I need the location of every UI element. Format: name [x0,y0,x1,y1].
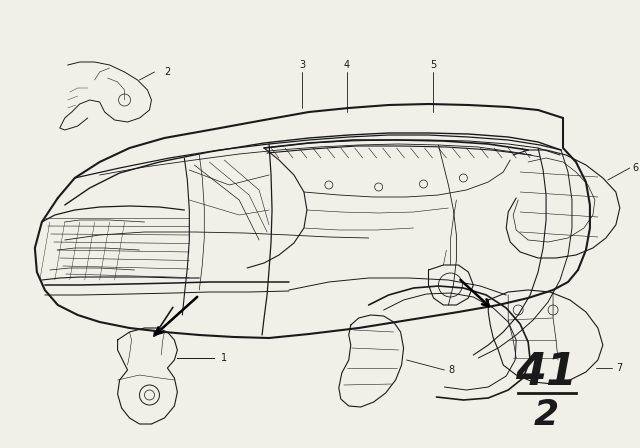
Text: 1: 1 [221,353,227,363]
Text: 7: 7 [616,363,622,373]
Text: 41: 41 [515,350,577,393]
Text: 8: 8 [449,365,454,375]
Text: 2: 2 [534,398,559,432]
Text: 3: 3 [299,60,305,70]
Text: 6: 6 [633,163,639,173]
Text: 2: 2 [164,67,171,77]
Text: 4: 4 [344,60,350,70]
Text: 5: 5 [430,60,436,70]
